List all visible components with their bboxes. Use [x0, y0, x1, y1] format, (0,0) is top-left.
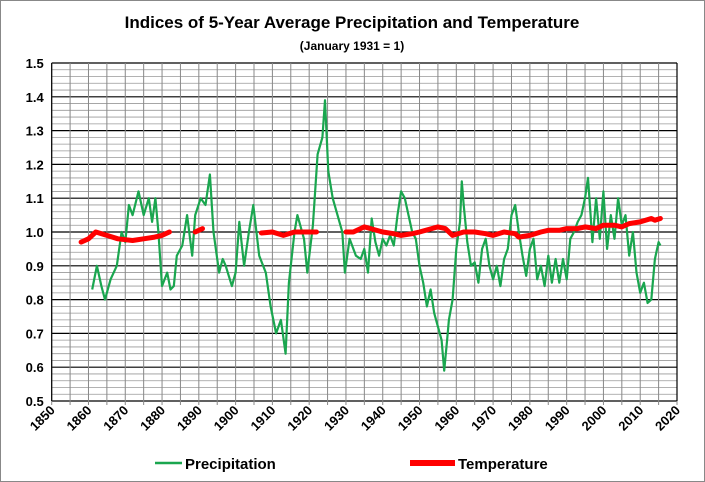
y-tick-label: 0.5 [26, 394, 44, 409]
x-tick-label: 1910 [247, 403, 278, 434]
y-tick-label: 1.0 [26, 225, 44, 240]
x-tick-label: 1990 [542, 403, 573, 434]
x-tick-label: 1860 [64, 403, 95, 434]
y-tick-label: 0.6 [26, 360, 44, 375]
x-tick-label: 2020 [652, 403, 683, 434]
y-tick-label: 1.5 [26, 56, 44, 71]
x-tick-label: 2010 [615, 403, 646, 434]
precipitation-line [91, 99, 662, 372]
y-tick-label: 1.1 [26, 191, 44, 206]
grid [51, 62, 678, 405]
x-tick-label: 1940 [358, 403, 389, 434]
temperature-line [78, 229, 172, 245]
legend: Precipitation Temperature [155, 456, 548, 473]
x-tick-label: 1870 [100, 403, 131, 434]
x-tick-label: 1930 [321, 403, 352, 434]
x-tick-label: 2000 [578, 403, 609, 434]
x-tick-label: 1890 [174, 403, 205, 434]
x-tick-label: 1960 [431, 403, 462, 434]
legend-temperature-label: Temperature [458, 456, 548, 473]
temperature-line [192, 226, 205, 235]
series [78, 99, 663, 372]
x-tick-label: 1970 [468, 403, 499, 434]
x-axis: 1850 1860 1870 1880 1890 1900 1910 1920 1930 1940… [27, 403, 683, 434]
y-tick-label: 1.2 [26, 157, 44, 172]
temperature-line [258, 229, 319, 238]
y-tick-label: 0.8 [26, 293, 44, 308]
x-tick-label: 1880 [137, 403, 168, 434]
chart-subtitle: (January 1931 = 1) [300, 39, 404, 53]
x-tick-label: 1920 [284, 403, 315, 434]
x-tick-label: 1980 [505, 403, 536, 434]
x-tick-label: 1900 [211, 403, 242, 434]
chart-title: Indices of 5-Year Average Precipitation … [125, 13, 580, 32]
x-tick-label: 1950 [395, 403, 426, 434]
y-axis: 0.5 0.6 0.7 0.8 0.9 1.0 1.1 1.2 1.3 1.4 1.5 [26, 56, 45, 409]
y-tick-label: 1.4 [26, 90, 45, 105]
y-tick-label: 0.7 [26, 326, 44, 341]
y-tick-label: 1.3 [26, 124, 44, 139]
legend-precipitation-label: Precipitation [185, 456, 276, 473]
temperature-line [343, 216, 663, 240]
y-tick-label: 0.9 [26, 259, 44, 274]
